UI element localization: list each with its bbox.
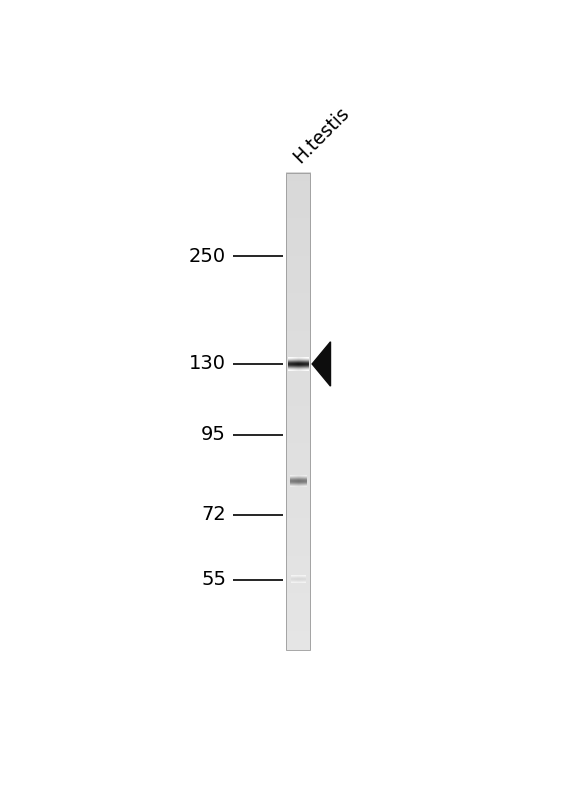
Text: 130: 130 <box>189 354 226 374</box>
Bar <box>286 173 310 650</box>
Text: 55: 55 <box>201 570 226 589</box>
Text: H.testis: H.testis <box>289 103 353 167</box>
Text: 95: 95 <box>201 426 226 444</box>
Polygon shape <box>312 342 331 386</box>
Text: 250: 250 <box>189 246 226 266</box>
Text: 72: 72 <box>201 506 226 524</box>
